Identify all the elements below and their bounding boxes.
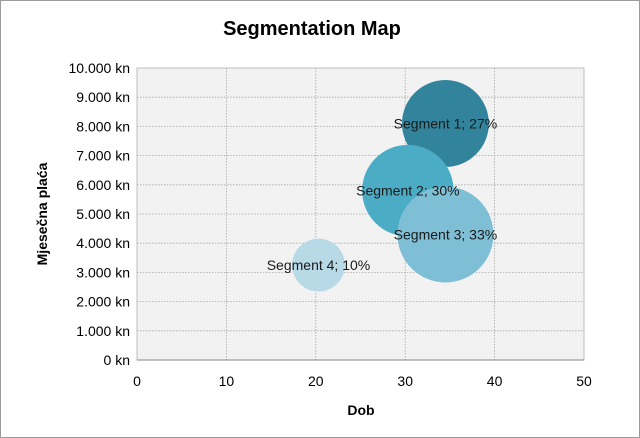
bubble-label: Segment 2; 30% (356, 183, 460, 199)
bubbles (292, 80, 494, 292)
bubble-label: Segment 1; 27% (394, 115, 498, 131)
y-tick-label: 6.000 kn (76, 177, 130, 193)
bubble (292, 238, 345, 292)
data-labels: Segment 1; 27% Segment 2; 30% Segment 3; 3… (267, 115, 497, 273)
x-tick-label: 30 (397, 373, 413, 389)
y-tick-label: 7.000 kn (76, 148, 130, 164)
x-axis-ticks: 0 10 20 30 40 50 (133, 373, 592, 389)
y-tick-label: 3.000 kn (76, 264, 130, 280)
grid-lines (137, 68, 584, 361)
y-tick-label: 4.000 kn (76, 235, 130, 251)
y-tick-label: 0 kn (104, 352, 130, 368)
y-axis-ticks: 0 kn 1.000 kn 2.000 kn 3.000 kn 4.000 kn 5.00… (69, 60, 131, 368)
x-axis-title: Dob (347, 402, 374, 418)
x-tick-label: 0 (133, 373, 141, 389)
y-tick-label: 1.000 kn (76, 323, 130, 339)
x-tick-label: 40 (487, 373, 503, 389)
y-tick-label: 2.000 kn (76, 294, 130, 310)
chart-title: Segmentation Map (223, 18, 401, 40)
bubble-label: Segment 4; 10% (267, 257, 371, 273)
x-tick-label: 10 (219, 373, 235, 389)
y-axis-title: Mjesečna plaća (34, 162, 50, 265)
bubble (402, 80, 489, 167)
y-tick-label: 8.000 kn (76, 118, 130, 134)
y-tick-label: 5.000 kn (76, 206, 130, 222)
y-tick-label: 10.000 kn (69, 60, 131, 76)
x-tick-label: 20 (308, 373, 324, 389)
y-tick-label: 9.000 kn (76, 89, 130, 105)
bubble (397, 186, 494, 283)
x-tick-label: 50 (576, 373, 592, 389)
bubble-label: Segment 3; 33% (394, 226, 498, 242)
